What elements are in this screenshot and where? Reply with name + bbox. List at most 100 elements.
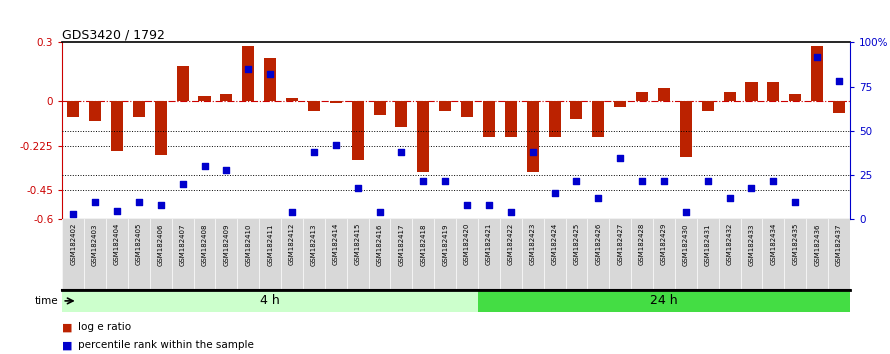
Point [744, 185, 758, 190]
Bar [176, 66, 189, 102]
Text: GSM182413: GSM182413 [311, 223, 317, 266]
Text: time: time [34, 296, 58, 306]
Point [219, 167, 233, 173]
Bar [352, 102, 364, 160]
Bar [548, 102, 561, 137]
Text: GSM182403: GSM182403 [93, 223, 98, 266]
Text: GSM182409: GSM182409 [223, 223, 230, 266]
Text: 4 h: 4 h [260, 295, 280, 307]
Text: GSM182418: GSM182418 [420, 223, 426, 266]
Point [307, 149, 321, 155]
Bar [89, 102, 101, 121]
Point [481, 202, 496, 208]
Bar [242, 46, 255, 102]
Point [438, 178, 452, 183]
Point [175, 181, 190, 187]
Text: GSM182435: GSM182435 [792, 223, 798, 266]
Bar [833, 102, 845, 113]
Point [460, 202, 474, 208]
Point [154, 202, 168, 208]
Point [372, 210, 386, 215]
Bar [680, 102, 692, 156]
Bar [614, 102, 627, 107]
Bar [636, 92, 648, 102]
Point [810, 54, 824, 59]
Point [832, 79, 846, 84]
Point [88, 199, 102, 205]
Text: percentile rank within the sample: percentile rank within the sample [78, 340, 255, 350]
Bar [593, 102, 604, 137]
Point [109, 208, 124, 213]
Bar [527, 102, 538, 172]
Point [285, 210, 299, 215]
Point [504, 210, 518, 215]
Bar [767, 82, 780, 102]
Text: ■: ■ [62, 340, 77, 350]
Bar [264, 58, 276, 102]
Bar [746, 82, 757, 102]
Bar [439, 102, 451, 111]
Bar [505, 102, 517, 137]
Point [417, 178, 431, 183]
Bar [483, 102, 495, 137]
Text: GSM182405: GSM182405 [136, 223, 142, 266]
Point [657, 178, 671, 183]
Text: GSM182406: GSM182406 [158, 223, 164, 266]
Text: GSM182433: GSM182433 [748, 223, 755, 266]
Bar [374, 102, 385, 115]
Text: GSM182426: GSM182426 [595, 223, 602, 266]
Point [700, 178, 715, 183]
Text: GSM182425: GSM182425 [573, 223, 579, 265]
Point [198, 164, 212, 169]
Text: GSM182404: GSM182404 [114, 223, 120, 266]
Point [328, 142, 343, 148]
Point [132, 199, 146, 205]
Bar [701, 102, 714, 111]
Bar [308, 102, 320, 111]
Text: GSM182419: GSM182419 [442, 223, 449, 266]
Point [526, 149, 540, 155]
Text: GSM182434: GSM182434 [771, 223, 776, 266]
Point [570, 178, 584, 183]
Point [723, 195, 737, 201]
Bar [155, 102, 166, 155]
Bar [198, 96, 211, 102]
Point [613, 155, 627, 160]
Text: GSM182437: GSM182437 [836, 223, 842, 266]
Text: 24 h: 24 h [651, 295, 678, 307]
Point [241, 66, 255, 72]
Text: log e ratio: log e ratio [78, 322, 132, 332]
Text: GSM182436: GSM182436 [814, 223, 820, 266]
Text: GSM182421: GSM182421 [486, 223, 492, 266]
Text: GSM182402: GSM182402 [70, 223, 77, 266]
Text: GSM182412: GSM182412 [289, 223, 295, 266]
Bar [133, 102, 145, 117]
Text: GSM182411: GSM182411 [267, 223, 273, 266]
Text: GSM182416: GSM182416 [376, 223, 383, 266]
Text: GSM182414: GSM182414 [333, 223, 339, 266]
Point [679, 210, 693, 215]
Bar [395, 102, 408, 127]
Point [394, 149, 409, 155]
Bar [570, 102, 582, 119]
Text: GSM182429: GSM182429 [661, 223, 667, 266]
Bar [658, 88, 670, 102]
Text: GSM182408: GSM182408 [201, 223, 207, 266]
Text: GSM182431: GSM182431 [705, 223, 711, 266]
Point [635, 178, 649, 183]
Bar [417, 102, 429, 172]
Bar [111, 102, 123, 151]
Bar [286, 98, 298, 102]
Bar [68, 102, 79, 117]
Text: GSM182427: GSM182427 [618, 223, 623, 266]
Bar [811, 46, 823, 102]
Point [547, 190, 562, 196]
Point [766, 178, 781, 183]
Text: GSM182417: GSM182417 [399, 223, 404, 266]
Point [66, 211, 80, 217]
Point [591, 195, 605, 201]
Text: GSM182432: GSM182432 [726, 223, 732, 266]
Point [789, 199, 803, 205]
Bar [478, 290, 850, 312]
Text: GSM182420: GSM182420 [464, 223, 470, 266]
